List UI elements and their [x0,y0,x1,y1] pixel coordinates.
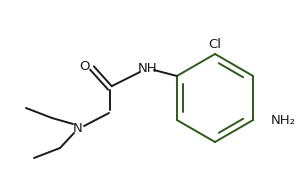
Text: O: O [79,60,89,74]
Text: NH: NH [138,61,158,74]
Text: NH₂: NH₂ [271,113,296,127]
Text: Cl: Cl [209,37,222,50]
Text: N: N [73,122,83,135]
